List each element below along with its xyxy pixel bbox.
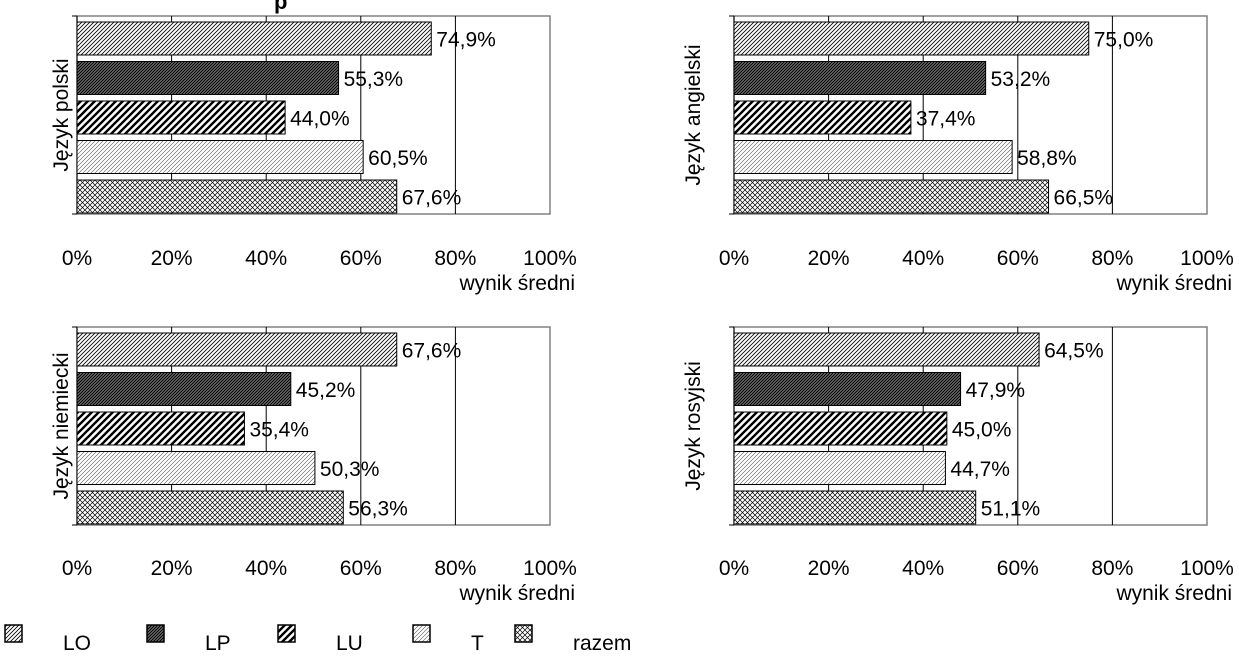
x-tick-label: 40% bbox=[245, 247, 287, 270]
bar-value-label: 67,6% bbox=[402, 187, 462, 210]
x-axis-label: wynik średni bbox=[1115, 272, 1232, 295]
chart-panel: 74,9% 55,3% 44,0% 60,5% 67,6% 0% 20% 40% 60% 80% 1… bbox=[50, 15, 577, 295]
x-axis-label: wynik średni bbox=[458, 582, 575, 605]
legend-item: razem bbox=[514, 624, 631, 655]
legend-item: LP bbox=[146, 624, 231, 655]
chart-panel: 67,6% 45,2% 35,4% 50,3% 56,3% 0% 20% 40% 60% 80% 1… bbox=[50, 326, 577, 605]
chart-panel: 75,0% 53,2% 37,4% 58,8% 66,5% 0% 20% 40% 60% 80% 1… bbox=[682, 15, 1234, 295]
bar-lu bbox=[733, 100, 912, 135]
bar-lo bbox=[733, 332, 1040, 367]
bar-razem bbox=[76, 490, 344, 525]
x-tick-label: 80% bbox=[434, 247, 476, 270]
bar-value-label: 67,6% bbox=[402, 340, 462, 363]
bar-value-label: 56,3% bbox=[348, 498, 408, 521]
x-tick-label: 40% bbox=[902, 557, 944, 580]
bar-razem bbox=[76, 179, 398, 214]
bar-value-label: 64,5% bbox=[1044, 340, 1104, 363]
x-tick-label: 20% bbox=[808, 247, 850, 270]
x-tick-label: 20% bbox=[151, 247, 193, 270]
legend-swatch bbox=[412, 624, 431, 643]
x-tick-label: 0% bbox=[719, 557, 749, 580]
legend-swatch bbox=[146, 624, 165, 643]
bar-value-label: 74,9% bbox=[436, 29, 496, 52]
x-tick-label: 80% bbox=[434, 557, 476, 580]
x-tick-label: 60% bbox=[997, 557, 1039, 580]
x-axis-label: wynik średni bbox=[1115, 582, 1232, 605]
x-tick-label: 80% bbox=[1091, 247, 1133, 270]
x-tick-label: 100% bbox=[523, 557, 577, 580]
bar-razem bbox=[733, 179, 1050, 214]
x-tick-label: 100% bbox=[523, 247, 577, 270]
x-tick-label: 80% bbox=[1091, 557, 1133, 580]
bar-t bbox=[733, 451, 946, 485]
y-axis-label: Język polski bbox=[50, 58, 73, 171]
legend-item: LU bbox=[277, 624, 363, 655]
chart-panel: 64,5% 47,9% 45,0% 44,7% 51,1% 0% 20% 40% 60% 80% 1… bbox=[682, 326, 1234, 605]
x-tick-label: 60% bbox=[997, 247, 1039, 270]
bar-lp bbox=[76, 61, 340, 95]
x-tick-label: 0% bbox=[62, 557, 92, 580]
x-tick-label: 0% bbox=[62, 247, 92, 270]
bar-lu bbox=[733, 411, 948, 446]
x-tick-label: 100% bbox=[1180, 557, 1234, 580]
legend-label: razem bbox=[573, 632, 631, 655]
legend-label: T bbox=[471, 632, 484, 655]
bar-lu bbox=[76, 411, 245, 446]
legend-swatch bbox=[4, 624, 23, 643]
chart-panels: 74,9% 55,3% 44,0% 60,5% 67,6% 0% 20% 40% 60% 80% 1… bbox=[50, 15, 1234, 605]
bar-value-label: 51,1% bbox=[981, 498, 1041, 521]
bar-value-label: 45,0% bbox=[952, 419, 1012, 442]
bar-value-label: 44,7% bbox=[950, 458, 1010, 481]
legend-label: LO bbox=[63, 632, 91, 655]
bar-value-label: 55,3% bbox=[344, 68, 404, 91]
bar-value-label: 47,9% bbox=[966, 379, 1026, 402]
chart-title-fragment: p bbox=[274, 0, 287, 14]
bar-value-label: 44,0% bbox=[290, 108, 350, 131]
bar-t bbox=[733, 140, 1013, 174]
legend-item: T bbox=[412, 624, 484, 655]
bar-lp bbox=[733, 61, 987, 95]
y-axis-label: Język niemiecki bbox=[50, 352, 73, 499]
bar-value-label: 45,2% bbox=[296, 379, 356, 402]
bar-lp bbox=[733, 372, 962, 406]
x-tick-label: 60% bbox=[340, 247, 382, 270]
bar-value-label: 66,5% bbox=[1054, 187, 1114, 210]
bar-value-label: 35,4% bbox=[249, 419, 309, 442]
y-axis-label: Język rosyjski bbox=[682, 361, 705, 491]
x-axis-label: wynik średni bbox=[458, 272, 575, 295]
x-tick-label: 20% bbox=[808, 557, 850, 580]
x-tick-label: 20% bbox=[151, 557, 193, 580]
bar-t bbox=[76, 140, 364, 174]
bar-lo bbox=[76, 332, 398, 367]
legend-swatch bbox=[277, 624, 296, 643]
bar-lp bbox=[76, 372, 292, 406]
x-tick-label: 0% bbox=[719, 247, 749, 270]
legend-swatch bbox=[514, 624, 533, 643]
bar-value-label: 58,8% bbox=[1017, 147, 1077, 170]
bar-value-label: 75,0% bbox=[1094, 29, 1154, 52]
bar-value-label: 37,4% bbox=[916, 108, 976, 131]
y-axis-label: Język angielski bbox=[682, 44, 705, 185]
bar-value-label: 60,5% bbox=[368, 147, 428, 170]
bar-lo bbox=[733, 21, 1090, 56]
bar-razem bbox=[733, 490, 977, 525]
x-tick-label: 40% bbox=[902, 247, 944, 270]
bar-lu bbox=[76, 100, 286, 135]
bar-value-label: 50,3% bbox=[320, 458, 380, 481]
legend-label: LU bbox=[336, 632, 363, 655]
x-tick-label: 40% bbox=[245, 557, 287, 580]
legend-item: LO bbox=[4, 624, 91, 655]
bar-lo bbox=[76, 21, 432, 56]
x-tick-label: 100% bbox=[1180, 247, 1234, 270]
x-tick-label: 60% bbox=[340, 557, 382, 580]
bar-t bbox=[76, 451, 316, 485]
legend-label: LP bbox=[205, 632, 231, 655]
bar-value-label: 53,2% bbox=[991, 68, 1051, 91]
